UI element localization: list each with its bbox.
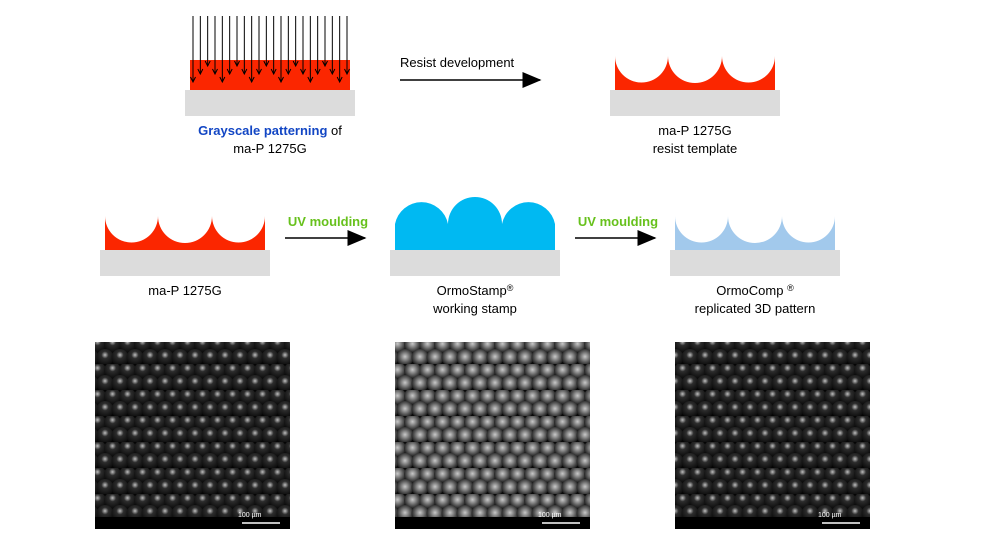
step-resist-copy [100,216,270,276]
caption-step2-line1: ma-P 1275G [658,123,731,138]
substrate [610,90,780,116]
reg-mark-1: ® [507,283,514,293]
step-grayscale-patterning [185,16,355,116]
reg-mark-2: ® [787,283,794,293]
substrate [185,90,355,116]
sem-image-3 [675,342,870,529]
caption-step4: OrmoStamp® working stamp [375,282,575,317]
diagram-svg [0,0,984,554]
caption-step5-line1: OrmoComp [716,283,787,298]
sem3-scale: 100 µm [818,512,842,519]
caption-step5: OrmoComp ® replicated 3D pattern [655,282,855,317]
sem2-scale: 100 µm [538,512,562,519]
step-ormostamp [390,197,560,276]
sem1-scale: 100 µm [238,512,262,519]
caption-step4-line2: working stamp [433,301,517,316]
caption-step2-line2: resist template [653,141,738,156]
caption-step5-line2: replicated 3D pattern [695,301,816,316]
sem-image-2 [395,342,590,529]
step-resist-template [610,56,780,116]
process-diagram: Grayscale patterning of ma-P 1275G Resis… [0,0,984,554]
caption-step4-line1: OrmoStamp [437,283,507,298]
ormocomp-shape [675,216,835,250]
highlight-grayscale: Grayscale patterning [198,123,327,138]
resist-concave [615,56,775,90]
ormostamp-shape [395,197,555,250]
label-arrow1: Resist development [400,55,560,70]
caption-step2: ma-P 1275G resist template [595,122,795,157]
caption-step1: Grayscale patterning of ma-P 1275G [170,122,370,157]
label-arrow3: UV moulding [568,214,668,229]
caption-step1-line2: ma-P 1275G [233,141,306,156]
caption-step1-suffix: of [327,123,341,138]
label-arrow2: UV moulding [278,214,378,229]
sem-image-1 [95,342,290,529]
step-ormocomp [670,216,840,276]
caption-step3: ma-P 1275G [85,282,285,300]
